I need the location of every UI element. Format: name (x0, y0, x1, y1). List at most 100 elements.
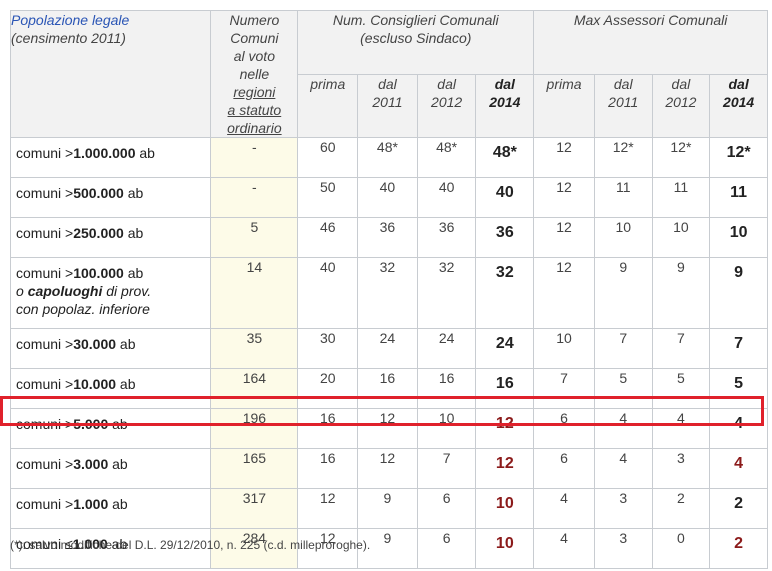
header-number-comuni: Numero Comuni al voto nelle regioni a st… (210, 10, 299, 138)
row-label-extra: con popolaz. inferiore (16, 301, 150, 317)
row-label: comuni >3.000 ab (9, 448, 212, 489)
table-cell: 3 (593, 488, 653, 529)
subheader-line: dal (494, 76, 515, 92)
cell-num-comuni: 5 (210, 217, 299, 258)
subheader-line: dal (378, 76, 397, 92)
subheader-line: 2011 (608, 94, 639, 110)
table-cell: 0 (651, 528, 711, 569)
table-cell: 12 (475, 448, 535, 489)
table-row: comuni ≤1.000 ab 284 12 9 6 10 4 3 0 2 (9, 528, 768, 569)
subheader-line: dal (728, 76, 749, 92)
header-nc-link[interactable]: regioni (233, 84, 276, 100)
table-cell: 16 (475, 368, 535, 409)
table-cell: 10 (416, 408, 477, 449)
table-cell: 6 (533, 408, 595, 449)
table-cell: 16 (297, 408, 359, 449)
row-label: comuni >5.000 ab (9, 408, 212, 449)
subheader-cell: dal 2014 (709, 74, 768, 138)
subheader-line: prima (546, 76, 582, 92)
table-cell: 6 (416, 528, 477, 569)
header-consiglieri-subtitle: (escluso Sindaco) (360, 30, 472, 46)
subheader-cell: dal 2014 (475, 74, 535, 138)
cell-num-comuni: 317 (210, 488, 299, 529)
table-row: comuni >100.000 ab o capoluoghi di prov. c… (9, 257, 768, 329)
table-cell: 12 (533, 137, 595, 178)
table-row: comuni >5.000 ab 196 16 12 10 12 6 4 4 4 (9, 408, 768, 449)
table-cell: 6 (416, 488, 477, 529)
row-label-prefix: comuni > (16, 145, 74, 161)
subheader-cell: prima (533, 74, 595, 138)
table-cell: 40 (416, 177, 477, 218)
cell-num-comuni: 14 (210, 257, 299, 329)
subheader-line: 2012 (431, 94, 463, 110)
subheader-line: 2012 (665, 94, 697, 110)
subheader-cell: dal 2012 (651, 74, 711, 138)
header-nc-line: Comuni (230, 30, 279, 46)
row-label-suffix: ab (108, 496, 128, 512)
cell-num-comuni: - (210, 177, 299, 218)
table-cell: 32 (475, 257, 535, 329)
table-row: comuni >1.000.000 ab -60 48* 48* 48* 12 12* 12*… (9, 137, 768, 178)
table-cell: 11 (709, 177, 768, 218)
table-cell: 3 (651, 448, 711, 489)
row-label-prefix: comuni > (16, 185, 74, 201)
row-label-threshold: 500.000 (73, 185, 124, 201)
table-cell: 12 (357, 448, 418, 489)
table-cell: 12 (533, 257, 595, 329)
subheader-cell: dal 2012 (416, 74, 477, 138)
row-label-threshold: 100.000 (73, 265, 124, 281)
table-container: Popolazione legale (censimento 2011) Num… (9, 10, 768, 569)
table-cell: 48* (416, 137, 477, 178)
table-cell: 10 (593, 217, 653, 258)
table-cell: 9 (651, 257, 711, 329)
cell-num-comuni: 35 (210, 328, 299, 369)
header-population-title[interactable]: Popolazione legale (11, 12, 130, 28)
table-cell: 4 (533, 528, 595, 569)
table-cell: 9 (709, 257, 768, 329)
row-label-extra: o (16, 283, 28, 299)
header-nc-link[interactable]: a statuto (227, 102, 282, 118)
table-cell: 36 (357, 217, 418, 258)
table-cell: 4 (593, 448, 653, 489)
table-cell: 12* (593, 137, 653, 178)
table-cell: 60 (297, 137, 359, 178)
header-nc-link[interactable]: ordinario (227, 120, 282, 136)
header-assessori-title: Max Assessori Comunali (573, 12, 728, 28)
subheader-line: 2014 (723, 94, 755, 110)
table-cell: 2 (709, 528, 768, 569)
table-cell: 40 (357, 177, 418, 218)
row-label-suffix: ab (135, 145, 155, 161)
table-cell: 7 (709, 328, 768, 369)
table-cell: 5 (709, 368, 768, 409)
table-cell: 5 (651, 368, 711, 409)
row-label-suffix: ab (107, 536, 128, 552)
table-cell: 10 (475, 488, 535, 529)
table-cell: 12 (297, 488, 359, 529)
table-cell: 36 (475, 217, 535, 258)
table-cell: 11 (651, 177, 711, 218)
row-label-prefix: comuni > (16, 336, 74, 352)
table-cell: 7 (533, 368, 595, 409)
table-cell: 9 (357, 528, 418, 569)
table-cell: 6 (533, 448, 595, 489)
table-cell: 12 (297, 528, 359, 569)
subheader-line: dal (671, 76, 691, 92)
row-label-suffix: ab (123, 265, 144, 281)
row-label-suffix: ab (116, 376, 136, 392)
row-label-threshold: 30.000 (73, 336, 117, 352)
cell-num-comuni: 165 (210, 448, 299, 489)
table-cell: 4 (651, 408, 711, 449)
table-cell: 10 (475, 528, 535, 569)
table-cell: 12 (475, 408, 535, 449)
row-label: comuni >1.000 ab (9, 488, 212, 529)
table-cell: 12 (533, 177, 595, 218)
row-label-prefix: comuni > (16, 376, 74, 392)
row-label-threshold: 3.000 (73, 456, 109, 472)
table-cell: 10 (651, 217, 711, 258)
table-cell: 12 (533, 217, 595, 258)
row-label-threshold: 1.000.000 (73, 145, 136, 161)
row-label-suffix: ab (116, 336, 136, 352)
subheader-line: 2011 (372, 94, 403, 110)
table-cell: 3 (593, 528, 653, 569)
row-label-extra-wrap: capoluoghi (28, 283, 103, 299)
